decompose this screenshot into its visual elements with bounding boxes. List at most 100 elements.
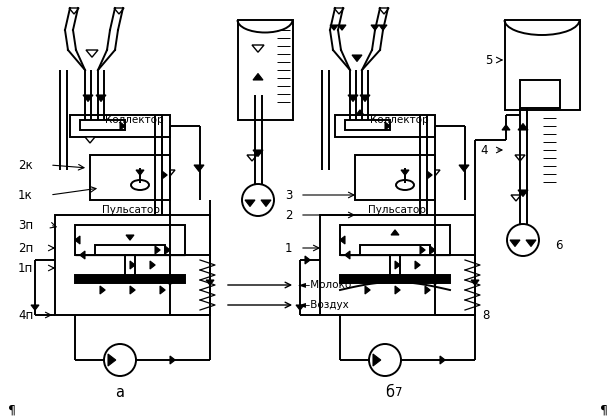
Polygon shape [334,8,344,14]
Text: 3: 3 [285,189,293,202]
Circle shape [242,184,274,216]
Polygon shape [360,95,370,102]
Polygon shape [252,45,264,52]
Bar [360,245,430,255]
Polygon shape [330,25,338,30]
Bar [320,215,475,315]
Polygon shape [430,246,435,254]
Polygon shape [365,286,370,294]
Polygon shape [379,25,387,30]
Polygon shape [515,155,525,161]
Bar [390,255,400,275]
Bar [75,225,185,255]
Polygon shape [459,165,469,171]
Polygon shape [471,280,479,285]
Polygon shape [338,25,346,30]
Text: ◄–Воздух: ◄–Воздух [298,300,350,310]
Polygon shape [253,150,263,157]
Polygon shape [415,261,420,269]
Polygon shape [86,50,98,57]
Polygon shape [296,305,304,310]
Polygon shape [430,170,440,176]
Polygon shape [245,200,255,207]
Polygon shape [261,200,271,207]
Text: 8: 8 [482,309,489,321]
Text: 7: 7 [395,386,402,399]
Bar [355,155,435,200]
Polygon shape [75,236,80,244]
Polygon shape [427,171,432,179]
Ellipse shape [131,180,149,190]
Text: 2: 2 [285,208,293,221]
Text: 1п: 1п [18,262,33,275]
Text: Коллектор: Коллектор [105,115,164,125]
Polygon shape [80,251,85,259]
Bar [80,120,125,130]
Bar [238,20,293,120]
Polygon shape [348,95,358,102]
Polygon shape [420,246,425,254]
Polygon shape [126,235,134,240]
Polygon shape [194,165,204,171]
Bar [335,115,435,137]
Polygon shape [165,170,175,176]
Polygon shape [391,230,399,235]
Text: Пульсатор: Пульсатор [102,205,160,215]
Polygon shape [511,195,521,201]
Polygon shape [162,171,167,179]
Polygon shape [100,286,105,294]
Polygon shape [150,261,155,269]
Text: 3п: 3п [18,218,33,231]
Polygon shape [166,280,174,285]
Bar [340,275,450,283]
Polygon shape [379,8,389,14]
Polygon shape [340,236,345,244]
Bar [75,275,185,283]
Polygon shape [417,165,427,171]
Polygon shape [130,286,135,294]
Polygon shape [352,55,362,61]
Polygon shape [206,280,214,285]
Text: 5: 5 [485,53,492,66]
Polygon shape [425,286,430,294]
Polygon shape [247,155,257,161]
Text: 1к: 1к [18,189,33,202]
Polygon shape [401,170,409,175]
Polygon shape [502,125,510,130]
Bar [55,215,210,315]
Polygon shape [356,110,364,115]
Bar [340,225,450,255]
Polygon shape [526,240,536,247]
Text: б: б [386,384,394,399]
Polygon shape [83,95,93,102]
Polygon shape [345,251,350,259]
Polygon shape [165,246,170,254]
Bar [90,155,170,200]
Text: Пульсатор: Пульсатор [368,205,426,215]
Text: 2п: 2п [18,241,33,255]
Circle shape [104,344,136,376]
Bar [345,120,390,130]
Polygon shape [510,240,520,247]
Polygon shape [136,170,144,175]
Text: ¶: ¶ [600,404,608,417]
Text: а: а [116,384,124,399]
Polygon shape [373,354,381,366]
Bar [95,245,165,255]
Polygon shape [305,256,310,264]
Polygon shape [440,356,445,364]
Polygon shape [518,190,528,197]
Polygon shape [395,261,400,269]
Polygon shape [431,280,439,285]
Text: 4п: 4п [18,309,33,321]
Polygon shape [371,25,379,30]
Polygon shape [130,261,135,269]
Circle shape [507,224,539,256]
Ellipse shape [396,180,414,190]
Polygon shape [120,122,125,130]
Text: 2к: 2к [18,158,33,171]
Polygon shape [108,354,116,366]
Polygon shape [152,165,162,171]
Polygon shape [170,356,175,364]
Text: 4: 4 [480,144,487,157]
